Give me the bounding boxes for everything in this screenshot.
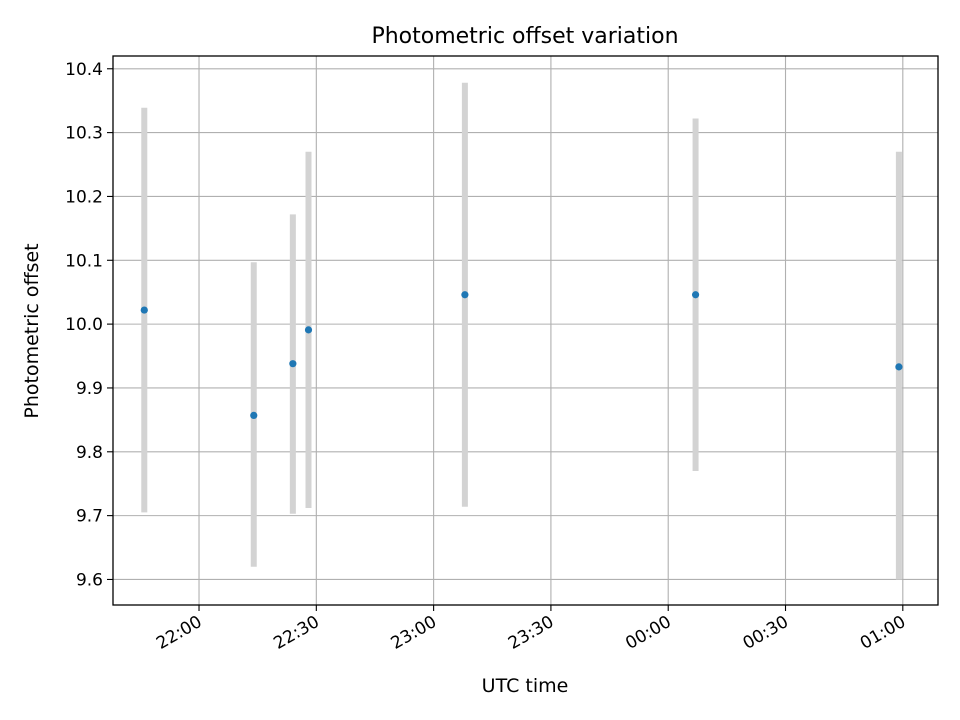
data-point bbox=[691, 291, 700, 299]
plot-area-frame bbox=[112, 55, 939, 606]
y-tick-label: 9.7 bbox=[76, 507, 103, 527]
y-tick-label: 10.3 bbox=[65, 124, 103, 144]
tick-layer: 9.6 9.7 9.8 9.9 10.0 10.1 10.2 10.3 10.4 22:00 22:… bbox=[65, 60, 909, 654]
x-tick-label: 00:00 bbox=[622, 612, 674, 654]
data-point bbox=[250, 411, 258, 420]
y-tick-label: 9.8 bbox=[76, 443, 103, 463]
x-tick-label: 23:30 bbox=[505, 612, 557, 654]
x-axis-label: UTC time bbox=[482, 675, 569, 697]
y-tick-label: 9.6 bbox=[76, 570, 103, 590]
y-tick-label: 10.0 bbox=[65, 315, 103, 335]
y-tick-label: 10.2 bbox=[65, 187, 103, 207]
data-point bbox=[895, 363, 903, 371]
x-tick-label: 01:00 bbox=[857, 612, 909, 654]
x-tick-label: 22:00 bbox=[153, 612, 205, 654]
grid-layer bbox=[113, 56, 938, 605]
chart-title: Photometric offset variation bbox=[371, 24, 678, 49]
data-point bbox=[304, 326, 313, 334]
data-point bbox=[289, 360, 297, 368]
y-tick-label: 10.1 bbox=[65, 251, 103, 271]
marker-layer bbox=[140, 291, 903, 420]
y-axis-label: Photometric offset bbox=[21, 243, 43, 418]
x-tick-label: 22:30 bbox=[270, 612, 322, 654]
x-tick-label: 23:00 bbox=[388, 612, 440, 654]
data-point bbox=[461, 291, 469, 299]
y-tick-label: 9.9 bbox=[76, 379, 103, 399]
y-tick-label: 10.4 bbox=[65, 60, 103, 80]
x-tick-label: 00:30 bbox=[740, 612, 792, 654]
data-point bbox=[140, 306, 148, 314]
